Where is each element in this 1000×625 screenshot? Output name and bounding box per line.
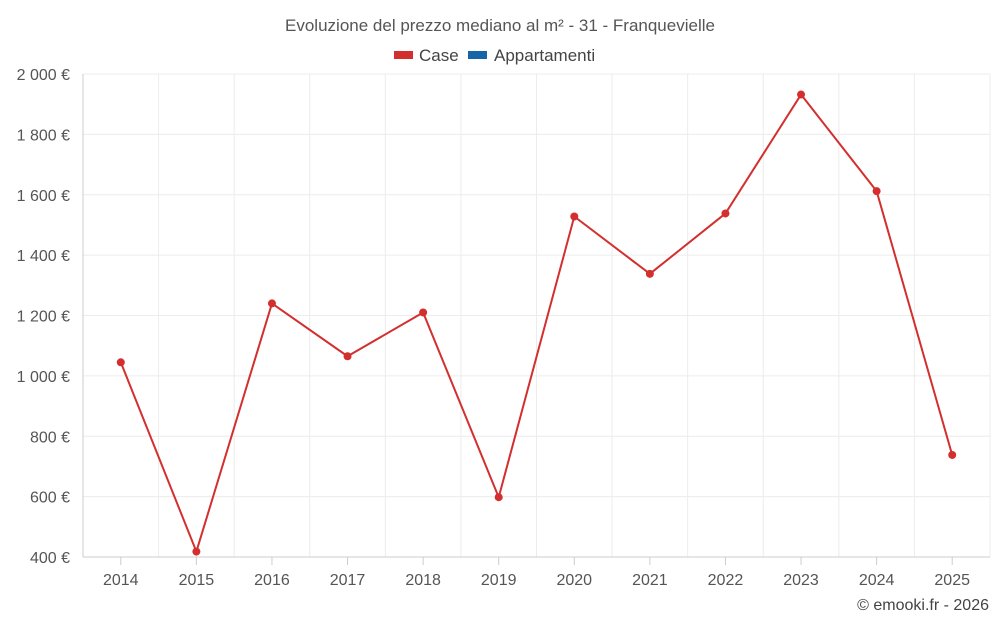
data-point-case[interactable]: 2025: 738 [948, 450, 957, 459]
x-axis-ticks: 2014 2015 2016 2017 2018 2019 2020 2021 2022 2023… [103, 557, 970, 589]
data-point-case[interactable]: 2019: 598 [494, 493, 503, 502]
legend-item-appartamenti[interactable]: Appartamenti [468, 46, 595, 65]
x-tick-label: 2021 [632, 572, 668, 589]
data-point-case[interactable]: 2024: 1612 [872, 187, 881, 196]
y-tick-label: 800 € [30, 429, 70, 446]
legend-swatch-appartamenti [468, 51, 487, 59]
x-tick-label: 2017 [330, 572, 366, 589]
credit-text: © emooki.fr - 2026 [857, 597, 989, 614]
y-tick-label: 1 000 € [17, 369, 70, 386]
x-tick-label: 2016 [254, 572, 290, 589]
x-tick-label: 2014 [103, 572, 139, 589]
x-tick-label: 2020 [556, 572, 592, 589]
legend-label-case: Case [419, 46, 459, 65]
x-tick-label: 2024 [859, 572, 895, 589]
data-point-case[interactable]: 2015: 418 [192, 547, 201, 556]
data-point-case[interactable]: 2020: 1528 [570, 212, 579, 221]
y-tick-label: 1 400 € [17, 248, 70, 265]
legend-swatch-case [394, 51, 413, 59]
y-tick-label: 600 € [30, 490, 70, 507]
chart-title: Evoluzione del prezzo mediano al m² - 31… [285, 16, 715, 35]
series-case: 2014: 1045 2015: 418 2016: 1240 2017: 1065 2… [116, 90, 957, 556]
legend-label-appartamenti: Appartamenti [494, 46, 595, 65]
grid [82, 73, 991, 557]
data-point-case[interactable]: 2021: 1338 [645, 269, 654, 278]
x-tick-label: 2019 [481, 572, 517, 589]
legend: Case Appartamenti [394, 46, 595, 65]
y-tick-label: 1 600 € [17, 188, 70, 205]
data-point-case[interactable]: 2017: 1065 [343, 352, 352, 361]
x-tick-label: 2025 [934, 572, 970, 589]
series-line-case [119, 93, 954, 553]
y-tick-label: 400 € [30, 550, 70, 567]
data-point-case[interactable]: 2018: 1210 [419, 308, 428, 317]
data-point-case[interactable]: 2014: 1045 [116, 358, 125, 367]
y-tick-label: 1 800 € [17, 127, 70, 144]
data-point-case[interactable]: 2016: 1240 [267, 299, 276, 308]
data-point-case[interactable]: 2023: 1932 [797, 90, 806, 99]
y-axis-ticks: 400 € 600 € 800 € 1 000 € 1 200 € 1 400 € 1 60… [17, 67, 70, 567]
y-tick-label: 1 200 € [17, 309, 70, 326]
x-tick-label: 2023 [783, 572, 819, 589]
data-point-case[interactable]: 2022: 1538 [721, 209, 730, 218]
axes [82, 74, 990, 558]
y-tick-label: 2 000 € [17, 67, 70, 84]
x-tick-label: 2018 [405, 572, 441, 589]
legend-item-case[interactable]: Case [394, 46, 459, 65]
x-tick-label: 2022 [708, 572, 744, 589]
x-tick-label: 2015 [179, 572, 215, 589]
